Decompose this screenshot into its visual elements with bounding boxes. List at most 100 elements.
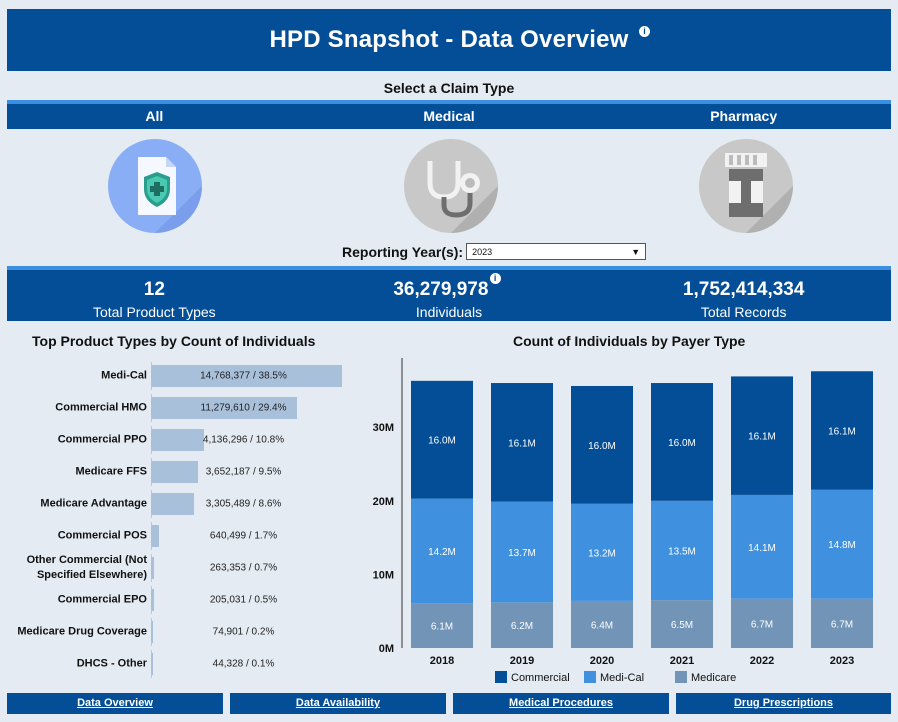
page-title: HPD Snapshot - Data Overview [269, 26, 629, 53]
year-filter: Reporting Year(s): 2023 ▼ [342, 243, 647, 260]
stacked-bar-segment[interactable] [651, 500, 713, 601]
kpi-value: 36,279,978 i [302, 273, 597, 301]
year-value: 2023 [472, 246, 493, 257]
product-type-value: 11,279,610 / 29.4% [200, 402, 287, 414]
nav-data-availability[interactable]: Data Availability [230, 693, 446, 714]
kpi-total-records: 1,752,414,334 Total Records [596, 270, 891, 321]
product-type-value: 14,768,377 / 38.5% [200, 370, 287, 382]
product-type-bar[interactable] [151, 493, 194, 515]
product-type-label: Commercial EPO [57, 593, 147, 606]
x-tick-label: 2023 [830, 655, 854, 667]
bar-data-label: 6.1M [431, 622, 453, 633]
x-tick-label: 2019 [510, 655, 534, 667]
kpi-individuals: 36,279,978 i Individuals [302, 270, 597, 321]
stacked-bar-segment[interactable] [811, 598, 873, 648]
bar-data-label: 16.0M [428, 436, 456, 447]
kpi-individuals-value: 36,279,978 [393, 279, 489, 300]
kpi-product-types: 12 Total Product Types [7, 270, 302, 321]
y-tick-label: 0M [379, 643, 394, 655]
pill-bottle-icon[interactable] [699, 139, 793, 233]
stethoscope-icon[interactable] [404, 139, 498, 233]
product-type-value: 3,652,187 / 9.5% [205, 466, 282, 478]
product-type-label: Medi-Cal [101, 369, 147, 382]
stacked-bar-segment[interactable] [491, 602, 553, 648]
year-select[interactable]: 2023 ▼ [466, 243, 647, 260]
legend-swatch [584, 671, 596, 683]
bar-data-label: 13.7M [508, 548, 536, 559]
nav-drug-prescriptions[interactable]: Drug Prescriptions [676, 693, 891, 714]
nav-data-overview[interactable]: Data Overview [7, 693, 223, 714]
kpi-label: Individuals [415, 304, 483, 320]
product-type-label: Commercial POS [57, 529, 147, 542]
stacked-bar-segment[interactable] [731, 376, 793, 495]
product-type-value: 3,305,489 / 8.6% [205, 498, 282, 510]
nav-medical-procedures[interactable]: Medical Procedures [453, 693, 669, 714]
bar-data-label: 16.0M [668, 438, 696, 449]
stacked-bar-segment[interactable] [571, 600, 633, 648]
claim-type-label: Select a Claim Type [383, 80, 515, 96]
stacked-bar-segment[interactable] [491, 383, 553, 502]
bar-data-label: 6.7M [751, 619, 773, 630]
payer-type-stacked-chart: 0M 10M 20M 30M 6.1M 14.2M 16.0M 2018 6.2M 13.7M 16… [373, 358, 873, 684]
legend-label: Medicare [691, 672, 736, 684]
bar-data-label: 16.1M [748, 432, 776, 443]
info-icon[interactable]: i [639, 26, 650, 37]
product-type-bar[interactable] [151, 429, 205, 451]
product-type-label: DHCS - Other [76, 657, 147, 670]
tab-all[interactable]: All [145, 108, 164, 124]
product-type-bar[interactable] [151, 621, 153, 643]
product-type-row: Medicare Drug Coverage 74,901 / 0.2% [7, 616, 352, 648]
x-tick-label: 2020 [590, 655, 614, 667]
claim-type-bar: All Medical Pharmacy [7, 100, 891, 129]
stacked-bar-segment[interactable] [811, 489, 873, 599]
bar-data-label: 13.2M [588, 548, 616, 559]
product-type-label: Commercial HMO [55, 401, 147, 414]
kpi-value: 12 [143, 279, 165, 300]
tab-pharmacy[interactable]: Pharmacy [710, 108, 778, 124]
stacked-bar-segment[interactable] [651, 383, 713, 501]
x-tick-label: 2018 [430, 655, 454, 667]
bar-data-label: 14.8M [828, 540, 856, 551]
product-type-label: Medicare Drug Coverage [17, 625, 147, 638]
product-type-bar[interactable] [151, 461, 199, 483]
product-type-label: Other Commercial (Not Specified Elsewher… [26, 554, 147, 581]
product-type-row: Other Commercial (Not Specified Elsewher… [7, 552, 352, 584]
bar-data-label: 6.4M [591, 620, 613, 631]
product-type-label: Medicare FFS [75, 465, 147, 478]
product-type-bar[interactable] [151, 397, 297, 419]
legend-label: Commercial [511, 672, 570, 684]
left-chart-title: Top Product Types by Count of Individual… [32, 333, 316, 349]
stacked-bar-segment[interactable] [731, 494, 793, 599]
product-type-value: 640,499 / 1.7% [209, 530, 278, 542]
bar-data-label: 6.5M [671, 620, 693, 631]
product-type-row: Commercial EPO 205,031 / 0.5% [7, 584, 352, 616]
product-type-row: Medicare FFS 3,652,187 / 9.5% [7, 456, 352, 488]
tab-medical[interactable]: Medical [423, 108, 475, 124]
legend-swatch [495, 671, 507, 683]
product-type-bar[interactable] [151, 557, 155, 579]
stacked-bar-segment[interactable] [731, 598, 793, 648]
info-icon[interactable]: i [489, 273, 501, 284]
stacked-bar-segment[interactable] [491, 501, 553, 603]
product-type-row: Commercial POS 640,499 / 1.7% [7, 520, 352, 552]
product-type-bar[interactable] [151, 589, 154, 611]
stacked-bar-segment[interactable] [651, 600, 713, 648]
stacked-bar-segment[interactable] [411, 380, 473, 499]
legend-swatch [675, 671, 687, 683]
product-type-bar[interactable] [151, 365, 342, 387]
stacked-bar-segment[interactable] [411, 603, 473, 648]
y-tick-label: 10M [373, 569, 394, 581]
kpi-bar: 12 Total Product Types 36,279,978 i Indi… [7, 266, 891, 321]
stacked-bar-segment[interactable] [571, 503, 633, 601]
stacked-bar-segment[interactable] [571, 385, 633, 504]
bar-data-label: 16.1M [828, 427, 856, 438]
all-claims-icon[interactable] [108, 139, 202, 233]
kpi-value: 1,752,414,334 [682, 279, 805, 300]
right-chart-title: Count of Individuals by Payer Type [513, 333, 746, 349]
legend-label: Medi-Cal [600, 672, 644, 684]
product-type-bar[interactable] [151, 525, 160, 547]
chevron-down-icon: ▼ [631, 246, 641, 257]
product-type-bar[interactable] [151, 653, 153, 675]
stacked-bar-segment[interactable] [411, 498, 473, 604]
stacked-bar-segment[interactable] [811, 371, 873, 490]
